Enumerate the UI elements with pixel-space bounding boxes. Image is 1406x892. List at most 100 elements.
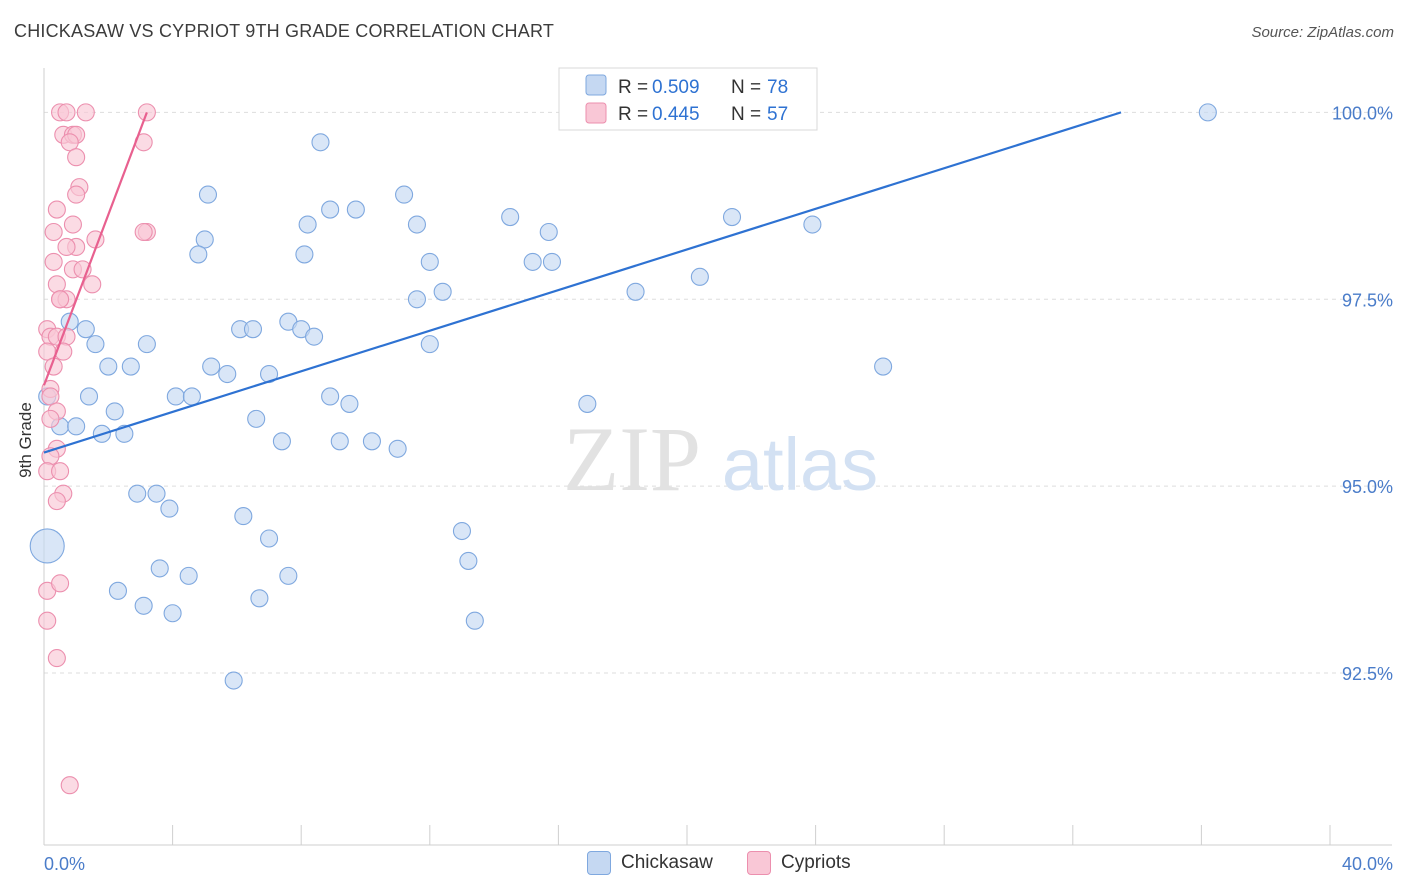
chickasaw-point: [459, 551, 478, 570]
chickasaw-point: [362, 432, 381, 451]
chickasaw-point: [105, 402, 124, 421]
cypriots-point: [47, 200, 66, 219]
chickasaw-point: [501, 207, 520, 227]
chickasaw-point: [1198, 103, 1217, 122]
chickasaw-point: [218, 364, 237, 384]
x-tick-labels: 0.0% 40.0%: [44, 854, 1393, 874]
chickasaw-point: [272, 432, 291, 451]
chickasaw-point: [305, 327, 324, 346]
source-label: Source: ZipAtlas.com: [1251, 24, 1394, 41]
cypriots-point: [63, 215, 82, 234]
y-tick-label: 95.0%: [1342, 477, 1393, 497]
watermark-zip: ZIP: [563, 408, 701, 510]
watermark: ZIP atlas: [563, 408, 878, 510]
cypriots-point: [44, 222, 63, 242]
chickasaw-point: [247, 409, 266, 428]
chickasaw-point: [160, 499, 179, 518]
chickasaw-point: [147, 484, 166, 503]
cypriots-point: [41, 409, 60, 428]
chickasaw-point: [279, 566, 298, 585]
chickasaw-point: [722, 207, 742, 227]
cypriots-point: [47, 492, 66, 511]
axes: [43, 68, 1392, 846]
legend-r-label: R =: [618, 77, 648, 98]
chickasaw-point: [234, 507, 253, 526]
chickasaw-point: [166, 387, 185, 406]
trend-lines: [42, 111, 1122, 454]
y-tick-label: 97.5%: [1342, 290, 1393, 310]
cypriots-point: [67, 185, 86, 204]
cypriots-point: [67, 148, 86, 167]
x-tick-label: 0.0%: [44, 854, 85, 874]
legend-label-chickasaw: Chickasaw: [621, 852, 713, 873]
cypriots-point: [51, 462, 70, 481]
cypriots-point: [47, 649, 66, 668]
chickasaw-point: [179, 566, 198, 585]
cypriots-point: [57, 237, 76, 256]
cypriots-point: [60, 133, 79, 152]
legend-n-label: N =: [731, 104, 761, 125]
chickasaw-point: [79, 387, 99, 406]
legend-n-value-cypriots: 57: [767, 104, 788, 125]
chickasaw-point: [465, 611, 484, 630]
legend-n-value-chickasaw: 78: [767, 77, 788, 98]
chickasaw-point: [388, 439, 407, 458]
chickasaw-point: [195, 230, 214, 249]
chickasaw-point: [128, 484, 147, 503]
legend-r-label: R =: [618, 104, 648, 125]
x-tick-label: 40.0%: [1342, 854, 1393, 874]
chickasaw-point: [803, 215, 822, 234]
legend-swatch-cypriots: [585, 102, 607, 124]
chickasaw-point: [321, 387, 340, 406]
chickasaw-point: [346, 200, 365, 219]
chickasaw-point: [198, 185, 218, 204]
chickasaw-point: [189, 245, 208, 264]
cypriots-point: [47, 275, 66, 294]
cypriots-point: [83, 275, 102, 294]
chickasaw-point: [76, 320, 95, 339]
chickasaw-trend-line: [43, 111, 1122, 454]
chickasaw-point: [134, 596, 153, 615]
cypriots-trend-line: [42, 111, 148, 386]
cypriots-point: [51, 290, 70, 309]
gridlines: [44, 111, 1390, 674]
chickasaw-point: [202, 357, 221, 376]
y-tick-labels: 100.0% 97.5% 95.0% 92.5%: [1332, 103, 1393, 684]
chickasaw-point: [523, 252, 542, 271]
chickasaw-point: [108, 581, 127, 600]
watermark-atlas: atlas: [722, 423, 878, 506]
chickasaw-point: [150, 559, 169, 578]
chickasaw-point: [137, 335, 156, 354]
chickasaw-point: [298, 215, 317, 234]
stats-legend: R = 0.509 N = 78 R = 0.445 N = 57: [558, 67, 818, 131]
legend-swatch-cypriots: [747, 851, 771, 875]
chickasaw-point: [243, 320, 263, 339]
chickasaw-point: [67, 417, 86, 436]
chickasaw-point: [86, 335, 105, 354]
chickasaw-point: [182, 387, 201, 406]
cypriots-points: [38, 103, 156, 795]
cypriots-point: [60, 776, 79, 795]
legend-r-value-cypriots: 0.445: [652, 104, 700, 125]
chickasaw-points: [29, 103, 1217, 690]
chickasaw-point: [626, 282, 645, 301]
chickasaw-point: [578, 394, 597, 413]
chickasaw-point: [321, 200, 340, 219]
chickasaw-point: [407, 290, 426, 309]
chickasaw-point: [395, 185, 414, 204]
chickasaw-point: [250, 589, 269, 608]
chart-title: CHICKASAW VS CYPRIOT 9TH GRADE CORRELATI…: [14, 21, 555, 41]
chickasaw-point: [874, 357, 893, 376]
chickasaw-point: [420, 335, 439, 354]
legend-swatch-chickasaw: [587, 851, 611, 875]
chickasaw-point: [330, 432, 349, 451]
chickasaw-point: [542, 252, 562, 271]
cypriots-point: [134, 222, 153, 242]
chickasaw-point: [29, 528, 65, 564]
legend-swatch-chickasaw: [585, 74, 607, 96]
chickasaw-point: [311, 133, 330, 152]
chickasaw-point: [224, 671, 243, 690]
chickasaw-point: [407, 215, 426, 234]
chickasaw-point: [163, 604, 182, 623]
